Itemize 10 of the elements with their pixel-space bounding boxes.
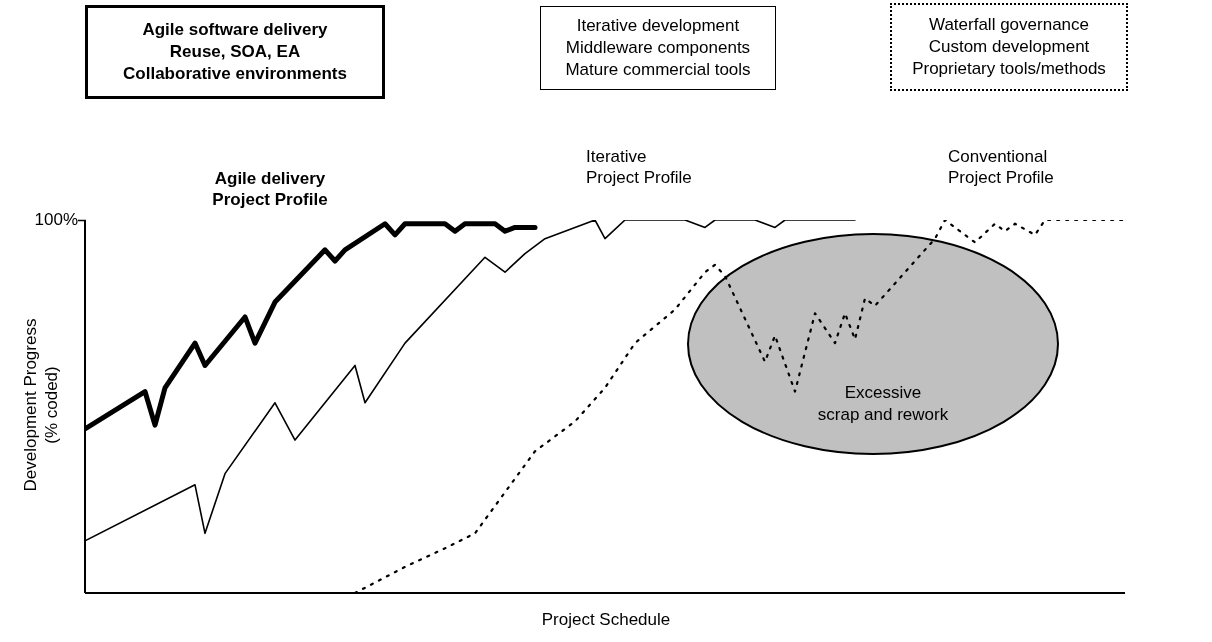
text: Waterfall governance Custom development Proprietary tools/methods [912, 14, 1106, 80]
annotation: Excessive scrap and rework [816, 382, 950, 426]
y-axis-title: Development Progress (% coded) [20, 317, 62, 494]
text: Iterative development Middleware components Mature commercial tools [565, 15, 751, 81]
x-axis-title: Project Schedule [540, 610, 672, 630]
text: Agile delivery Project Profile [211, 168, 329, 210]
text: Agile software delivery Reuse, SOA, EA Collaborative environments [123, 19, 347, 85]
series-label: Conventional Project Profile [948, 146, 1055, 188]
series-label: Iterative Project Profile [586, 146, 693, 188]
text: 100% [33, 209, 78, 231]
